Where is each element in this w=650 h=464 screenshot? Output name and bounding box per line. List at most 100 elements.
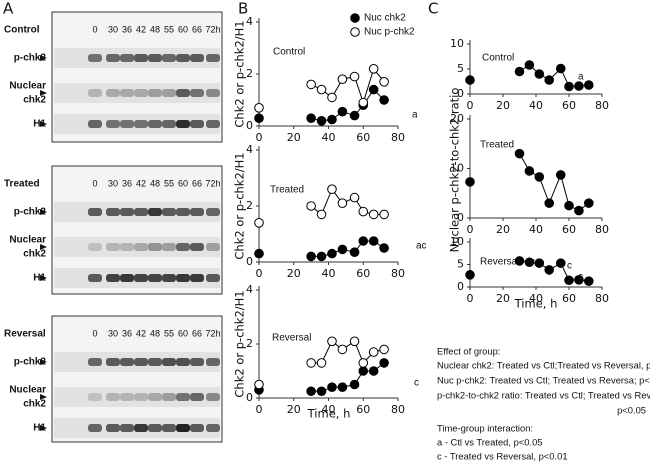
blot-band <box>134 424 148 432</box>
lane-label: 36 <box>122 178 132 188</box>
y-tick-label: 0 <box>457 280 464 293</box>
blot-band <box>88 120 102 128</box>
x-tick-label: 20 <box>496 99 510 112</box>
x-tick-label: 60 <box>356 267 370 280</box>
blot-band <box>162 89 176 97</box>
blot-band <box>176 208 190 216</box>
marker <box>379 77 389 87</box>
blot-band <box>176 393 190 401</box>
blot-band <box>148 424 162 432</box>
marker <box>379 243 389 253</box>
annotation: c <box>530 257 535 268</box>
note-line: p<0.05 <box>617 404 646 415</box>
marker <box>544 198 555 208</box>
lane-label: 72h <box>205 178 220 188</box>
blot-band <box>148 120 162 128</box>
x-tick-label: 40 <box>322 403 336 416</box>
marker <box>337 198 348 208</box>
blot-band <box>206 358 220 366</box>
marker <box>254 103 264 113</box>
marker <box>337 106 348 117</box>
marker <box>254 113 264 123</box>
panel-label: A <box>3 0 14 18</box>
blot-strip <box>54 387 220 407</box>
blot-band <box>162 120 176 128</box>
subtitle: Reversal <box>272 333 311 344</box>
lane-label: 30 <box>108 24 118 34</box>
marker <box>316 386 327 397</box>
y-tick-label: 0 <box>246 255 253 268</box>
marker <box>337 244 348 255</box>
blot-band <box>190 424 204 432</box>
marker <box>544 265 555 275</box>
x-tick-label: 20 <box>496 223 510 236</box>
blot-band <box>176 54 190 62</box>
y-tick-label: 0 <box>246 391 253 404</box>
blot-band <box>162 424 176 432</box>
marker <box>306 358 316 368</box>
marker <box>368 236 379 246</box>
blot-group: Treated <box>4 179 40 190</box>
blot-band <box>120 54 134 62</box>
blot-strip <box>54 83 220 103</box>
y-tick-label: 0 <box>457 87 464 100</box>
marker <box>584 198 594 208</box>
blot-band <box>106 89 120 97</box>
blot-band <box>148 54 162 62</box>
lane-label: 42 <box>136 24 146 34</box>
marker <box>564 81 574 92</box>
marker <box>465 270 475 280</box>
lane-label: 60 <box>178 178 188 188</box>
marker <box>368 347 379 357</box>
marker <box>358 236 369 246</box>
note-line: Time-group interaction: <box>437 422 533 433</box>
x-tick-label: 60 <box>356 403 370 416</box>
note-line: Effect of group: <box>437 345 500 356</box>
marker <box>514 148 525 159</box>
blot-band <box>120 358 134 366</box>
blot-band <box>120 208 134 216</box>
row-label: Nuclear <box>9 385 46 396</box>
legend-marker <box>350 13 360 23</box>
blot-band <box>162 208 176 216</box>
x-tick-label: 60 <box>356 131 370 144</box>
y-tick-label: 20 <box>450 112 464 125</box>
x-tick-label: 40 <box>529 292 543 305</box>
lane-label: 36 <box>122 24 132 34</box>
row-label: chk2 <box>23 399 46 410</box>
y-tick-label: 5 <box>457 62 464 75</box>
lane-label: 42 <box>136 178 146 188</box>
x-tick-label: 80 <box>595 99 609 112</box>
marker <box>574 81 584 91</box>
lane-label: 30 <box>108 178 118 188</box>
blot-band <box>106 54 120 62</box>
marker <box>316 251 327 262</box>
marker <box>555 170 566 180</box>
marker <box>327 248 337 259</box>
x-tick-label: 0 <box>467 292 474 305</box>
y-tick-label: 4 <box>246 283 253 296</box>
blot-band <box>134 120 148 128</box>
lane-label: 60 <box>178 328 188 338</box>
blot-band <box>190 120 204 128</box>
blot-group: Control <box>4 25 40 36</box>
blot-band <box>134 274 148 282</box>
lane-label: 42 <box>136 328 146 338</box>
blot-band <box>206 120 220 128</box>
blot-band <box>206 54 220 62</box>
lane-label: 0 <box>92 178 97 188</box>
marker <box>574 275 584 285</box>
row-arrow <box>40 55 47 61</box>
lane-label: 72h <box>205 328 220 338</box>
marker <box>316 358 327 368</box>
marker <box>514 256 525 266</box>
legend-label: Nuc chk2 <box>364 13 406 24</box>
lane-label: 36 <box>122 328 132 338</box>
lane-label: 60 <box>178 24 188 34</box>
x-tick-label: 40 <box>529 223 543 236</box>
blot-band <box>148 393 162 401</box>
row-label: H1 <box>33 119 46 130</box>
marker <box>524 257 535 268</box>
blot-band <box>88 274 102 282</box>
blot-band <box>106 274 120 282</box>
